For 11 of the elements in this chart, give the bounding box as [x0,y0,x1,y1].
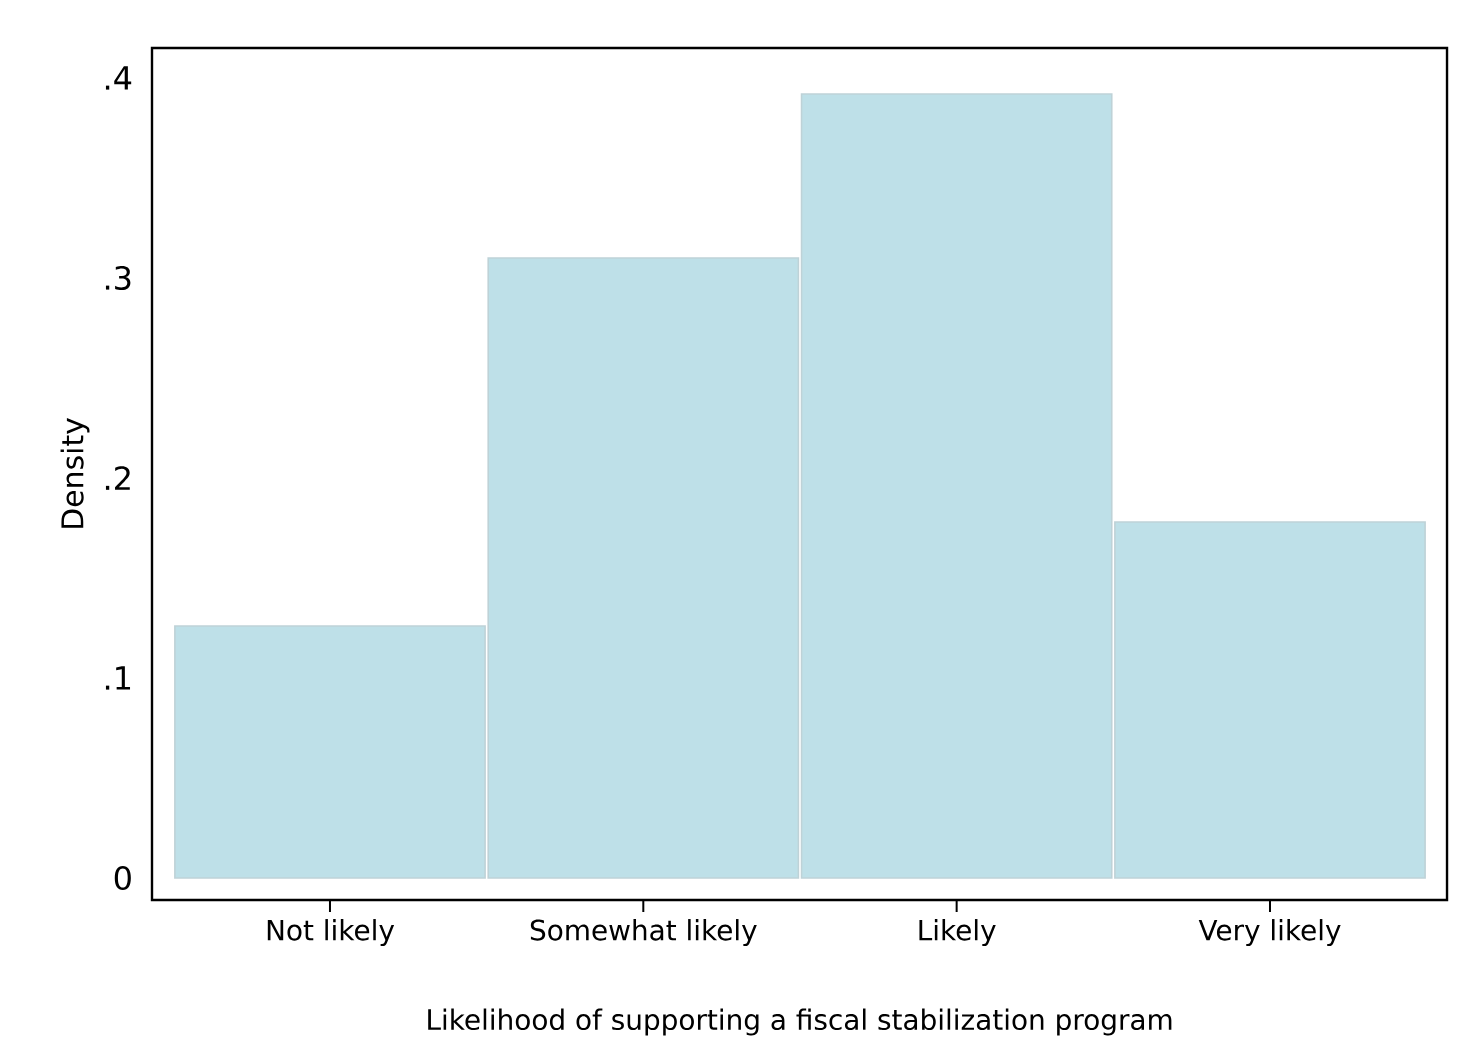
y-tick-label: .2 [105,466,130,490]
x-tick-label: Not likely [267,919,395,947]
x-tick-label: Very likely [1198,919,1341,947]
y-tick-label: .3 [105,265,131,291]
y-tick-label: .1 [105,666,131,690]
x-tick-label: Likely [919,919,996,947]
y-tick-label: 0 [114,865,131,891]
x-tick-label: Somewhat likely [530,919,757,947]
y-axis-title: Density [60,418,90,528]
y-tick-label: .4 [105,66,132,90]
x-axis-title: Likelihood of supporting a fiscal stabilization program [428,1008,1172,1036]
